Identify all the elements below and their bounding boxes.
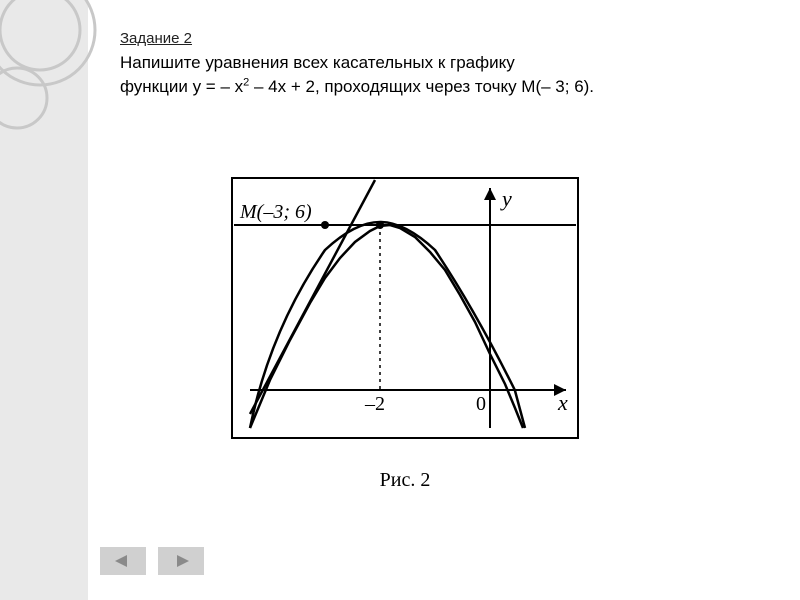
figure-caption: Рис. 2: [380, 469, 431, 492]
next-button[interactable]: [158, 547, 204, 575]
task-line1: Напишите уравнения всех касательных к гр…: [120, 53, 515, 72]
figure-svg: y x –2 0 M(–3; 6): [220, 170, 590, 470]
figure: y x –2 0 M(–3; 6) Рис. 2: [220, 170, 590, 500]
task-line2a: функции y = – x: [120, 77, 243, 96]
content-area: Задание 2 Напишите уравнения всех касате…: [120, 30, 760, 99]
decorative-circles: [0, 0, 140, 185]
tick-minus2: –2: [364, 393, 385, 415]
arrow-right-icon: [171, 553, 191, 569]
task-text: Напишите уравнения всех касательных к гр…: [120, 51, 760, 99]
y-axis-label: y: [500, 186, 512, 211]
prev-button[interactable]: [100, 547, 146, 575]
task-line2b: – 4x + 2, проходящих через точку M(– 3; …: [249, 77, 594, 96]
task-title: Задание 2: [120, 30, 760, 47]
tick-zero: 0: [476, 393, 486, 415]
arrow-left-icon: [113, 553, 133, 569]
point-m-label: M(–3; 6): [239, 201, 312, 223]
nav-buttons: [100, 547, 204, 575]
x-axis-label: x: [557, 390, 568, 415]
